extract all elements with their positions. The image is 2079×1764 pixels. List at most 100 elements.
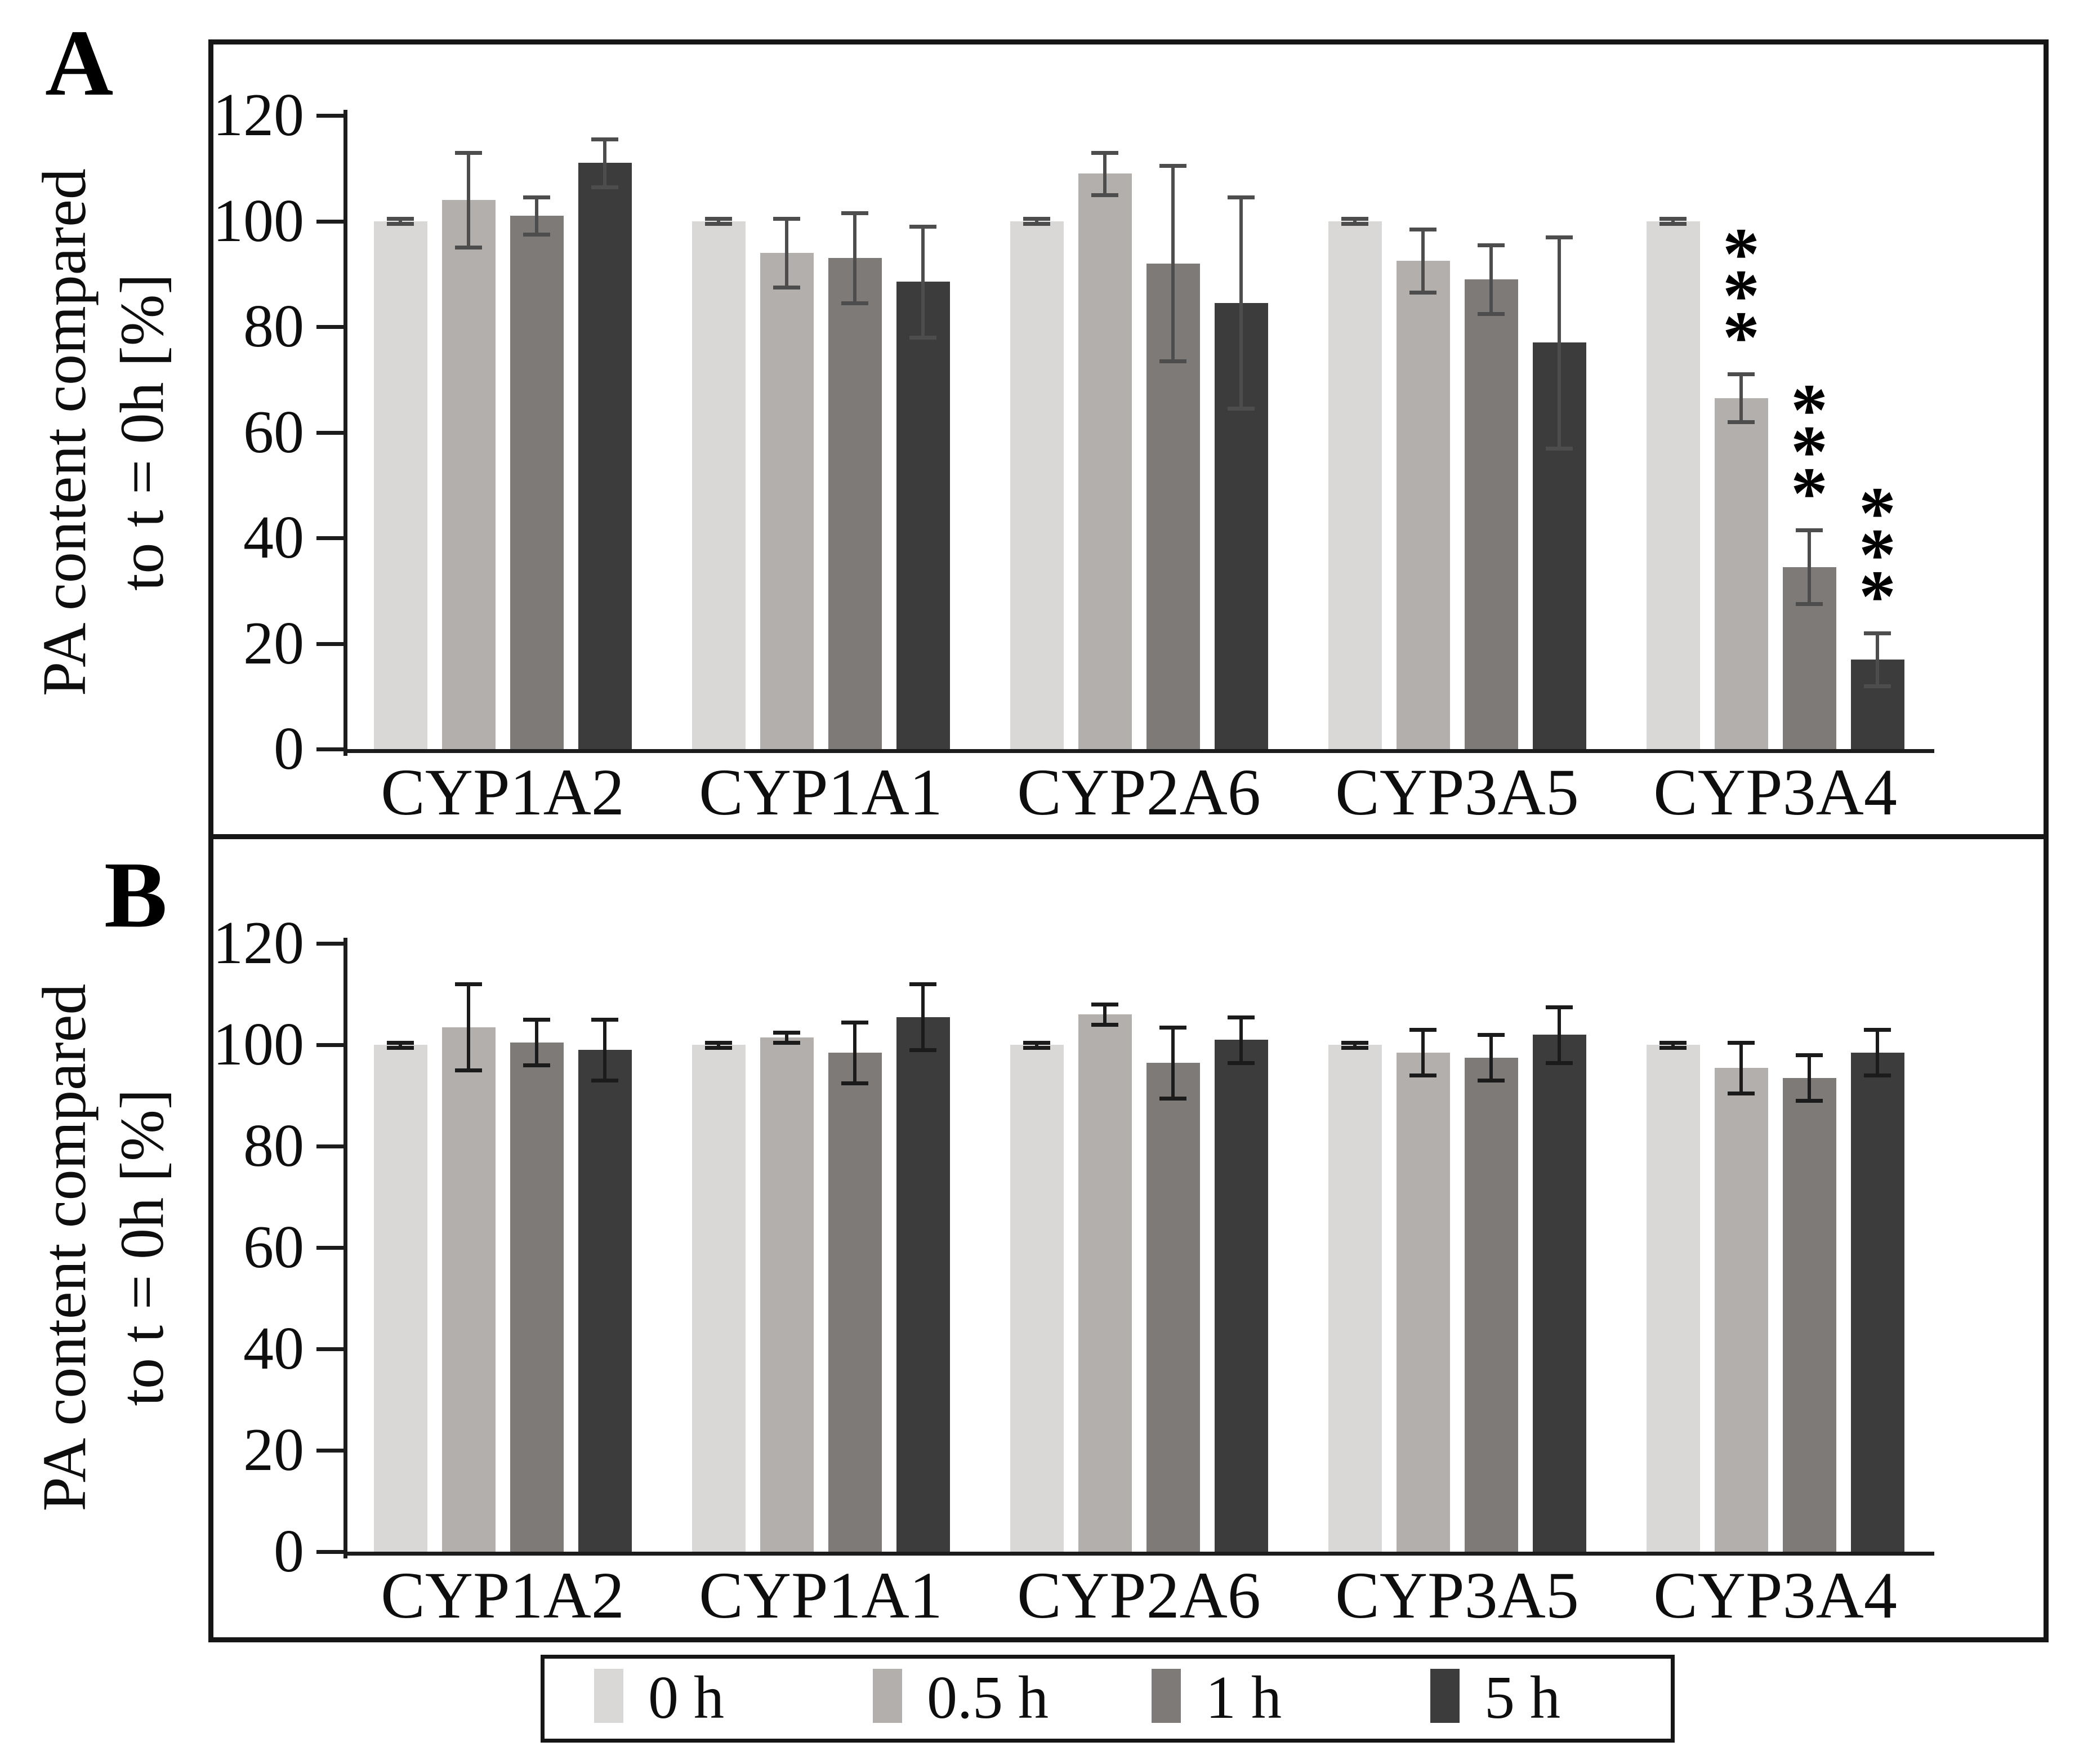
x-category-label: CYP3A4 [1653, 755, 1897, 829]
error-bar-bottom-cap [1659, 1045, 1687, 1050]
error-bar-bottom-cap [591, 1079, 618, 1083]
error-bar-top-cap [1023, 1040, 1050, 1045]
error-bar-bottom-cap [705, 222, 732, 226]
y-axis-line [343, 110, 347, 756]
bar [441, 200, 496, 749]
panel-divider-line [208, 834, 2049, 839]
error-bar-line [1739, 1042, 1743, 1093]
significance-marker: * * * [1702, 217, 1781, 379]
bar [1010, 221, 1064, 749]
y-tick-label: 60 [243, 398, 304, 466]
error-bar-bottom-cap [591, 185, 618, 189]
x-category-label: CYP1A1 [699, 755, 943, 829]
error-bar-top-cap [1341, 1040, 1368, 1045]
error-bar-top-cap [1228, 1015, 1255, 1019]
error-bar-bottom-cap [909, 1048, 936, 1052]
x-category-label: CYP3A5 [1335, 1558, 1579, 1632]
error-bar-line [853, 213, 856, 303]
error-bar-bottom-cap [1796, 602, 1823, 607]
error-bar-line [785, 1032, 788, 1043]
error-bar-bottom-cap [1228, 407, 1255, 411]
error-bar-line [603, 139, 606, 187]
y-tick-label: 0 [274, 715, 304, 782]
bar [896, 1017, 950, 1552]
y-tick-label: 0 [274, 1518, 304, 1585]
error-bar-bottom-cap [1478, 311, 1505, 316]
error-bar-line [717, 218, 720, 224]
y-axis-title-line1: PA content compared [30, 983, 99, 1512]
y-tick-mark [316, 1246, 343, 1250]
error-bar-top-cap [1728, 1040, 1755, 1045]
bar [1146, 1062, 1200, 1552]
error-bar-line [1421, 1030, 1425, 1075]
bar [828, 258, 882, 749]
significance-marker: * * * [1838, 475, 1917, 633]
bar [1214, 1040, 1268, 1552]
y-tick-label: 120 [213, 82, 304, 149]
y-axis-title-line2: to t = 0h [%] [108, 273, 176, 591]
x-category-label: CYP1A2 [381, 1558, 624, 1632]
bar [578, 1050, 632, 1552]
legend-label: 0 h [648, 1664, 724, 1731]
error-bar-bottom-cap [455, 1068, 482, 1072]
y-tick-label: 100 [213, 187, 304, 255]
y-tick-mark [316, 942, 343, 946]
error-bar-line [1171, 1027, 1175, 1098]
error-bar-line [399, 1042, 402, 1048]
error-bar-bottom-cap [1409, 1073, 1436, 1077]
error-bar-top-cap [1796, 1053, 1823, 1057]
error-bar-line [1558, 1006, 1561, 1063]
asterisk: * [1723, 296, 1760, 379]
y-tick-mark [316, 325, 343, 329]
legend-swatch-1h [1152, 1669, 1181, 1723]
y-tick-mark [316, 642, 343, 646]
bar [896, 282, 950, 749]
bar [1396, 1052, 1450, 1552]
x-axis-line [343, 749, 1934, 753]
legend-box: 0 h 0.5 h 1 h 5 h [541, 1655, 1675, 1743]
error-bar-top-cap [909, 982, 936, 986]
y-tick-label: 80 [243, 293, 304, 360]
error-bar-bottom-cap [773, 1040, 800, 1045]
bar [1850, 1052, 1904, 1552]
y-tick-mark [316, 114, 343, 118]
y-tick-mark [316, 1144, 343, 1148]
significance-marker: * * * [1770, 372, 1849, 530]
bar [1078, 173, 1132, 749]
error-bar-line [467, 152, 470, 248]
legend-swatch-5h [1430, 1669, 1460, 1723]
error-bar-line [717, 1042, 720, 1048]
error-bar-bottom-cap [455, 246, 482, 250]
error-bar-bottom-cap [1546, 1061, 1573, 1065]
error-bar-bottom-cap [705, 1045, 732, 1050]
y-tick-mark [316, 219, 343, 224]
bar [1464, 1057, 1518, 1552]
legend-label: 5 h [1484, 1664, 1560, 1731]
error-bar-bottom-cap [909, 335, 936, 340]
error-bar-top-cap [1728, 372, 1755, 377]
error-bar-line [1671, 218, 1675, 224]
error-bar-line [921, 984, 925, 1050]
x-category-label: CYP3A5 [1335, 755, 1579, 829]
error-bar-line [1239, 1017, 1243, 1063]
panel-a-letter: A [45, 11, 114, 115]
error-bar-bottom-cap [1159, 1096, 1186, 1101]
error-bar-line [1671, 1042, 1675, 1048]
error-bar-top-cap [1546, 235, 1573, 239]
error-bar-top-cap [523, 195, 550, 200]
error-bar-bottom-cap [841, 301, 868, 305]
error-bar-top-cap [1478, 243, 1505, 247]
error-bar-top-cap [1659, 1040, 1687, 1045]
error-bar-bottom-cap [1159, 359, 1186, 363]
y-axis-title-line1: PA content compared [30, 168, 99, 696]
error-bar-line [1035, 1042, 1038, 1048]
legend-swatch-0.5h [873, 1669, 902, 1723]
error-bar-bottom-cap [387, 222, 414, 226]
error-bar-line [1239, 197, 1243, 409]
y-tick-mark [316, 747, 343, 751]
bar [578, 163, 632, 749]
error-bar-bottom-cap [523, 1063, 550, 1067]
error-bar-bottom-cap [773, 285, 800, 289]
